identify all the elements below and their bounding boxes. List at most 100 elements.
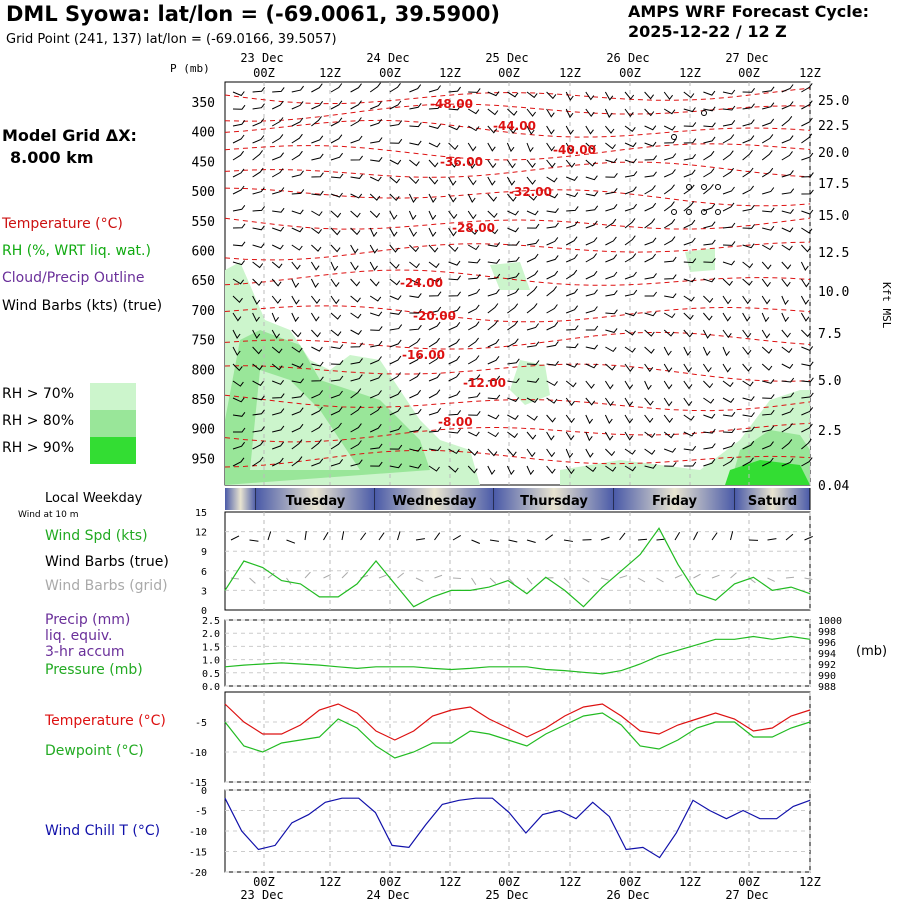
- wind-barb: [409, 372, 421, 382]
- wind-barb: [663, 91, 673, 101]
- wind-barb: [585, 205, 599, 212]
- precip-tick: 2.0: [202, 629, 220, 640]
- wind-barb: [369, 210, 381, 218]
- wind-barb: [468, 274, 481, 280]
- bottom-time-tick: 00Z: [498, 875, 520, 889]
- wind-barb: [311, 227, 322, 234]
- wind-barb: [311, 346, 323, 352]
- dewpoint-line: [224, 712, 811, 759]
- wind-barb: [487, 356, 500, 365]
- calm-circle: [686, 184, 692, 190]
- wind-barb: [428, 427, 442, 433]
- wind-barb: [467, 304, 480, 314]
- wind-barb: [370, 157, 383, 162]
- wind-barb: [565, 465, 575, 475]
- temperature-contour: [224, 305, 811, 323]
- wind-barb: [546, 414, 556, 423]
- wind-barb: [703, 277, 716, 283]
- wind-barb: [781, 458, 794, 467]
- true-wind-barb: [378, 532, 385, 541]
- weekday-cell: [225, 488, 256, 510]
- wind-barb: [487, 258, 501, 264]
- wind-barb: [703, 295, 714, 304]
- wind-barb: [546, 222, 559, 229]
- wind-barb: [762, 187, 775, 195]
- grid-wind-barb: [804, 577, 813, 581]
- wind-barb: [291, 133, 303, 144]
- wind-barb: [310, 261, 320, 271]
- wind-barb: [389, 120, 403, 127]
- wind-speed-tick: 6: [201, 567, 207, 578]
- wind-barb: [291, 346, 303, 353]
- wind-barb: [291, 392, 305, 399]
- weekday-label: Friday: [652, 494, 698, 509]
- top-date-tick: 25 Dec: [485, 51, 528, 65]
- wind-barb: [683, 107, 696, 113]
- wind-barb: [252, 363, 263, 371]
- wind-barb: [703, 221, 716, 229]
- wind-barb: [252, 395, 265, 401]
- wind-barb: [624, 448, 636, 455]
- wind-barb: [467, 193, 476, 203]
- wind-barb: [232, 278, 244, 285]
- wind-barb: [507, 414, 519, 420]
- wind-barb: [507, 91, 519, 98]
- wind-barb: [448, 86, 461, 93]
- weekday-cell: [256, 488, 375, 510]
- top-time-tick: 12Z: [439, 66, 461, 80]
- wind-barb: [507, 448, 517, 457]
- wind-barb: [409, 261, 420, 269]
- wind-barb: [252, 206, 265, 212]
- pressure-tick-label: 550: [192, 215, 215, 230]
- wind-barb: [703, 397, 715, 404]
- wind-barb: [664, 293, 677, 299]
- grid-wind-barb: [785, 576, 795, 579]
- local-weekday-label: Local Weekday: [45, 491, 143, 506]
- wind-barb: [683, 346, 692, 356]
- wind-barb: [291, 85, 304, 93]
- wind-barb: [467, 125, 480, 132]
- wind-barb: [507, 256, 520, 263]
- wind-barb: [624, 397, 634, 407]
- wind-barb: [605, 328, 618, 333]
- wind-barb: [370, 101, 382, 110]
- true-wind-barb: [600, 536, 610, 541]
- temperature-contour-label: -20.00: [413, 309, 456, 323]
- true-wind-barb: [452, 535, 462, 541]
- wind-barb: [507, 108, 518, 116]
- wind-barb: [546, 465, 556, 474]
- wind-barb: [291, 150, 303, 161]
- wind-barb: [722, 442, 735, 450]
- wind-barb: [742, 135, 755, 144]
- wind-barb: [409, 308, 422, 314]
- wind-barb: [468, 392, 481, 399]
- pressure-tick-label: 750: [192, 334, 215, 349]
- bottom-time-tick: 00Z: [379, 875, 401, 889]
- grid-wind-barb: [267, 572, 275, 579]
- true-wind-barb: [471, 539, 480, 544]
- wind-barb: [350, 405, 362, 416]
- wind-barb: [683, 169, 696, 178]
- wind-barb: [428, 142, 441, 148]
- wind-barb: [781, 101, 794, 110]
- model-grid-value: 8.000 km: [10, 148, 94, 167]
- wind-barb: [742, 119, 755, 127]
- wind-barb: [448, 338, 460, 348]
- wind-barb: [703, 106, 716, 112]
- wind-barb: [663, 125, 676, 131]
- wind-barb: [546, 361, 559, 366]
- wind-barb: [664, 138, 677, 144]
- wind-barb: [585, 344, 598, 350]
- wind-barb: [487, 193, 497, 202]
- wind-barb: [370, 340, 383, 348]
- wind-barb: [272, 87, 285, 93]
- temperature-contour-label: -12.00: [463, 376, 506, 390]
- wind-barb: [350, 312, 362, 319]
- wind-barb: [565, 269, 578, 280]
- legend-rh90-label: RH > 90%: [2, 440, 75, 456]
- wind-barb: [232, 205, 246, 212]
- wind-barb: [408, 227, 417, 237]
- top-time-tick: 12Z: [799, 66, 821, 80]
- height-tick-label: 17.5: [818, 177, 849, 192]
